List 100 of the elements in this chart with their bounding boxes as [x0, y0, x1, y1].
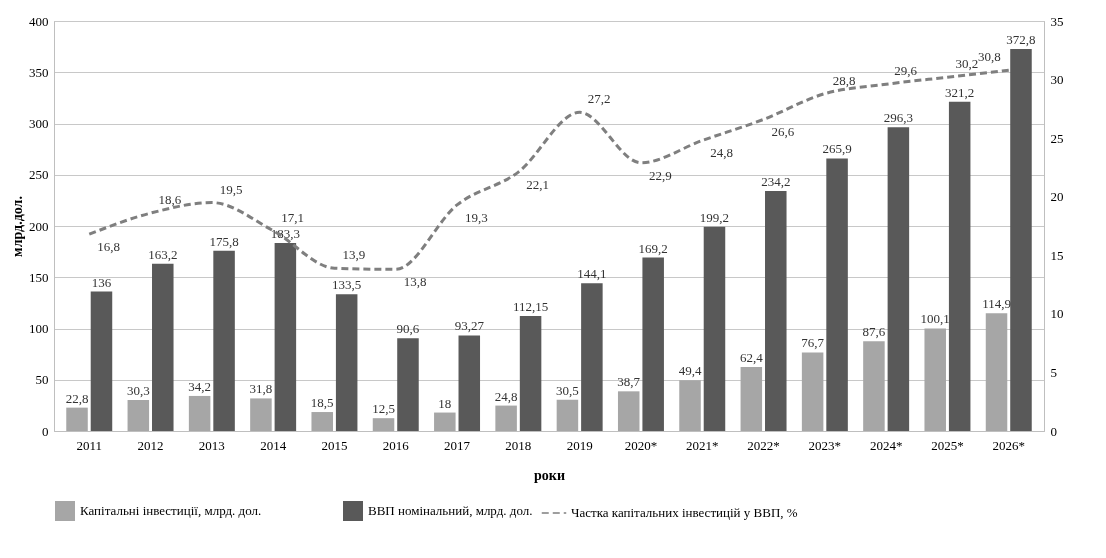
line-series — [87, 68, 1011, 271]
data-label: 38,7 — [617, 374, 641, 390]
legend-label: Частка капітальних інвестицій у ВВП, % — [571, 505, 798, 520]
data-label: 321,2 — [945, 84, 975, 100]
data-label: 265,9 — [822, 141, 852, 157]
data-label: 34,2 — [188, 378, 211, 394]
x-tick-label: 2026* — [992, 437, 1025, 453]
y2-tick-label: 20 — [1050, 189, 1064, 205]
data-label: 87,6 — [862, 324, 886, 340]
bar — [66, 407, 88, 431]
y-axis-title: млрд.дол. — [10, 196, 25, 257]
x-tick-label: 2014 — [260, 437, 287, 453]
data-label: 28,8 — [832, 72, 856, 88]
data-label: 372,8 — [1006, 31, 1036, 47]
data-label: 29,6 — [894, 63, 918, 79]
data-label: 12,5 — [372, 401, 395, 417]
bar — [519, 316, 542, 431]
data-label: 26,6 — [771, 124, 795, 140]
data-label: 100,1 — [920, 311, 950, 327]
x-tick-label: 2013 — [198, 437, 225, 453]
bar — [740, 367, 763, 431]
data-label: 163,2 — [148, 246, 178, 262]
data-label: 18 — [438, 395, 452, 411]
legend-label: Капітальні інвестиції, млрд. дол. — [80, 503, 262, 518]
x-axis-title: роки — [534, 467, 565, 483]
data-label: 62,4 — [739, 350, 764, 366]
x-tick-label: 2012 — [137, 437, 164, 453]
y-tick-label: 50 — [35, 372, 49, 388]
data-label: 18,5 — [310, 395, 334, 411]
bar — [948, 101, 971, 431]
legend-label: ВВП номінальний, млрд. дол. — [368, 503, 533, 518]
data-label: 30,2 — [955, 56, 979, 72]
y-tick-label: 350 — [29, 64, 49, 80]
data-label: 133,5 — [332, 277, 362, 293]
bar — [495, 405, 517, 431]
data-label: 49,4 — [678, 363, 702, 379]
x-tick-label: 2022* — [747, 437, 780, 453]
data-label: 183,3 — [270, 226, 300, 242]
data-label: 31,8 — [249, 381, 273, 397]
bar — [1010, 48, 1032, 431]
x-tick-label: 2017 — [444, 437, 471, 453]
x-tick-label: 2011 — [76, 437, 103, 453]
x-tick-label: 2015 — [321, 437, 348, 453]
y-tick-label: 200 — [29, 218, 49, 234]
bar — [642, 257, 664, 431]
bar — [703, 226, 726, 431]
bar — [765, 190, 787, 431]
data-label: 22,9 — [648, 167, 672, 183]
data-label: 30,5 — [556, 382, 579, 398]
bar — [188, 395, 211, 431]
bar — [213, 250, 235, 431]
bar — [127, 399, 150, 431]
data-label: 17,1 — [281, 209, 304, 225]
data-label: 296,3 — [883, 110, 913, 126]
bar — [985, 313, 1008, 431]
y2-tick-label: 25 — [1050, 130, 1064, 146]
bar — [274, 243, 297, 431]
y-tick-label: 400 — [29, 13, 49, 29]
bar — [581, 283, 603, 431]
data-label: 22,8 — [65, 390, 89, 406]
bar — [617, 391, 640, 431]
bar — [887, 127, 910, 431]
x-tick-label: 2018 — [505, 437, 532, 453]
x-tick-label: 2016 — [382, 437, 410, 453]
bar — [863, 341, 885, 431]
data-label: 30,3 — [126, 382, 150, 398]
data-label: 144,1 — [577, 266, 607, 282]
data-label: 93,27 — [454, 318, 485, 334]
y-tick-label: 0 — [42, 423, 49, 439]
bar — [372, 418, 395, 431]
y-tick-label: 100 — [29, 321, 49, 336]
y-tick-label: 150 — [29, 269, 49, 285]
y2-tick-label: 0 — [1050, 423, 1057, 439]
bar — [397, 338, 419, 431]
data-label: 19,5 — [219, 181, 243, 197]
bar — [826, 158, 848, 431]
data-label: 19,3 — [465, 209, 488, 225]
bar — [311, 412, 333, 431]
data-label: 13,8 — [403, 274, 427, 290]
data-label: 30,8 — [978, 49, 1001, 65]
data-label: 22,1 — [526, 177, 550, 193]
bar — [152, 263, 174, 431]
bar — [90, 291, 113, 431]
data-label: 16,8 — [97, 239, 120, 255]
x-tick-label: 2025* — [931, 437, 964, 453]
data-label: 169,2 — [638, 240, 668, 256]
x-tick-label: 2021* — [686, 437, 719, 453]
x-tick-label: 2019 — [566, 437, 593, 453]
data-label: 18,6 — [158, 192, 182, 208]
x-tick-label: 2024* — [869, 437, 903, 453]
bar — [679, 380, 701, 431]
data-label: 24,8 — [494, 388, 518, 404]
data-label: 27,2 — [587, 91, 611, 107]
y-tick-label: 300 — [29, 116, 49, 131]
bar — [924, 328, 946, 431]
x-tick-label: 2020* — [624, 437, 658, 453]
data-label: 76,7 — [801, 335, 825, 351]
bar — [458, 335, 481, 431]
data-label: 234,2 — [761, 173, 791, 189]
y-tick-label: 250 — [29, 167, 49, 183]
